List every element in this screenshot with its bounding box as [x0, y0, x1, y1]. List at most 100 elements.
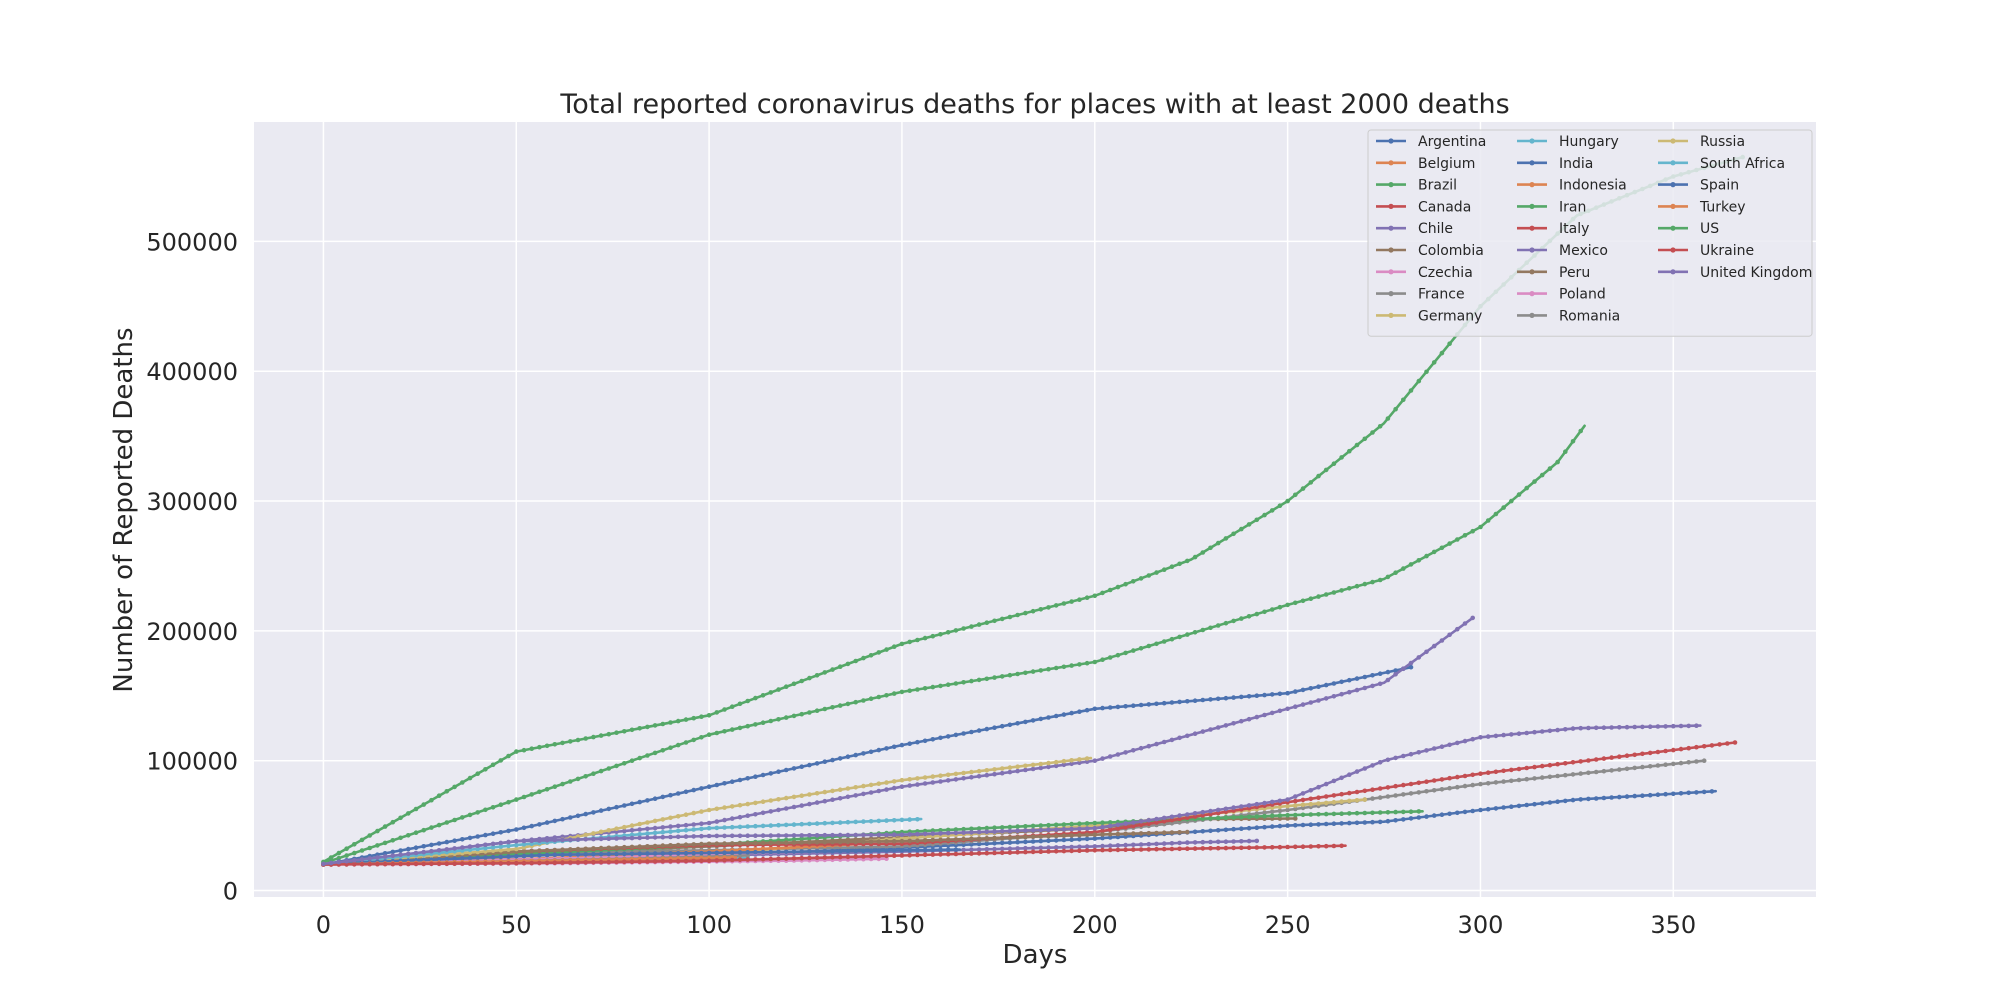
data-point [544, 838, 550, 843]
data-point [668, 858, 673, 864]
data-point [1246, 814, 1252, 820]
data-point [514, 797, 519, 802]
data-point [845, 819, 851, 825]
data-point [1161, 700, 1167, 706]
data-point [714, 833, 720, 839]
data-point [1100, 828, 1105, 834]
data-point [521, 825, 527, 831]
data-point [1192, 731, 1198, 736]
data-point [1416, 780, 1422, 786]
data-point [1462, 738, 1468, 744]
data-point [344, 853, 349, 858]
data-point [1308, 686, 1314, 691]
data-point [999, 850, 1005, 856]
legend-item: Poland [1517, 287, 1606, 303]
data-point [953, 851, 959, 857]
data-point [922, 775, 928, 780]
data-point [907, 847, 912, 853]
data-point [1223, 536, 1229, 541]
data-point [660, 825, 666, 830]
data-point [1462, 773, 1468, 779]
y-axis-label: Number of Reported Deaths [109, 327, 139, 692]
data-point [1470, 528, 1475, 534]
data-point [675, 858, 681, 864]
data-point [645, 859, 650, 864]
data-point [1231, 721, 1236, 726]
data-point [444, 820, 450, 825]
data-point [907, 639, 912, 645]
data-point [344, 862, 349, 867]
data-point [1401, 792, 1406, 797]
data-point [1023, 763, 1028, 769]
data-point [1053, 849, 1059, 854]
data-point [460, 861, 465, 866]
data-point [1609, 755, 1614, 760]
data-point [1100, 590, 1105, 596]
data-point [1161, 830, 1167, 835]
data-point [1408, 816, 1414, 821]
data-point [1061, 762, 1067, 768]
data-point [1377, 671, 1383, 676]
data-point [1285, 602, 1290, 608]
data-point [992, 841, 997, 846]
data-point [436, 857, 442, 862]
data-point [714, 858, 720, 863]
data-point [999, 723, 1005, 729]
data-point [452, 846, 457, 851]
data-point [783, 822, 789, 828]
data-point [791, 849, 797, 854]
data-point [814, 791, 820, 796]
y-tick-label: 200000 [146, 618, 238, 646]
legend: ArgentinaBelgiumBrazilCanadaChileColombi… [1367, 129, 1813, 337]
data-point [514, 749, 519, 754]
data-point [1300, 822, 1306, 828]
data-point [1547, 774, 1553, 780]
data-point [583, 852, 588, 857]
data-point [706, 713, 712, 718]
data-point [1192, 840, 1198, 845]
data-point [1154, 641, 1159, 647]
data-point [961, 851, 966, 857]
data-point [382, 854, 388, 859]
data-point [884, 746, 889, 751]
data-point [1493, 511, 1499, 517]
data-point [1177, 846, 1182, 852]
data-point [861, 655, 866, 661]
data-point [598, 808, 604, 813]
data-point [1377, 795, 1383, 800]
data-point [961, 680, 966, 685]
data-point [1300, 791, 1306, 796]
data-point [899, 641, 905, 647]
data-point [1084, 595, 1090, 600]
data-point [1161, 567, 1167, 572]
data-point [1416, 378, 1422, 384]
legend-item: Belgium [1376, 156, 1475, 172]
data-point [1539, 801, 1545, 806]
data-point [999, 840, 1005, 846]
data-point [1555, 773, 1560, 779]
data-point [1277, 798, 1283, 804]
data-point [1354, 442, 1360, 448]
data-point [552, 742, 558, 747]
data-point [637, 832, 642, 837]
data-point [1323, 794, 1329, 799]
data-point [1655, 749, 1661, 755]
data-point [1223, 695, 1229, 701]
legend-item: Brazil [1376, 178, 1457, 194]
data-point [1401, 817, 1406, 822]
data-point [1215, 828, 1221, 833]
data-point [1694, 790, 1699, 795]
data-point [614, 763, 619, 769]
data-point [1208, 846, 1213, 851]
data-point [1640, 764, 1645, 770]
data-point [1655, 724, 1661, 729]
y-tick-label: 100000 [146, 748, 238, 776]
data-point [768, 798, 774, 803]
data-point [884, 832, 889, 838]
data-point [1385, 818, 1391, 824]
data-point [1069, 848, 1074, 854]
data-point [436, 822, 442, 828]
data-point [1431, 778, 1437, 783]
data-point [1223, 839, 1229, 844]
data-point [1231, 845, 1236, 851]
